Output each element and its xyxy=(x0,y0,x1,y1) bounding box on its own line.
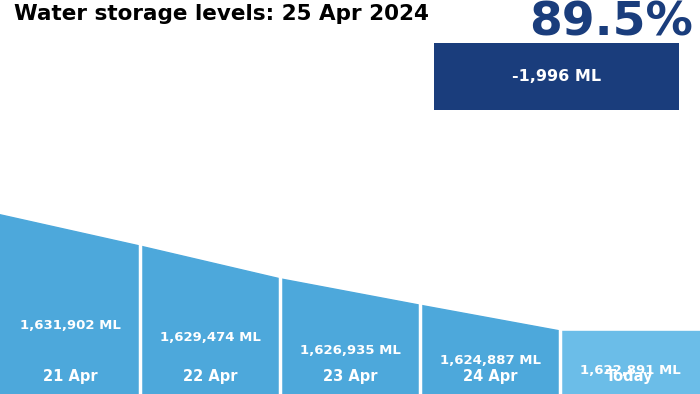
FancyBboxPatch shape xyxy=(417,41,696,113)
Text: 22 Apr: 22 Apr xyxy=(183,370,237,385)
Polygon shape xyxy=(420,305,560,394)
Text: 1,631,902 ML: 1,631,902 ML xyxy=(20,320,120,333)
Text: 1,622,891 ML: 1,622,891 ML xyxy=(580,364,680,377)
Text: 23 Apr: 23 Apr xyxy=(323,370,377,385)
Text: Water storage levels: 25 Apr 2024: Water storage levels: 25 Apr 2024 xyxy=(14,4,429,24)
Polygon shape xyxy=(0,215,140,394)
Text: 24 Apr: 24 Apr xyxy=(463,370,517,385)
Text: 89.5%: 89.5% xyxy=(529,0,693,45)
Polygon shape xyxy=(140,246,280,394)
Text: Today: Today xyxy=(606,370,654,385)
Polygon shape xyxy=(560,331,700,394)
Text: 1,624,887 ML: 1,624,887 ML xyxy=(440,354,540,367)
Text: 1,629,474 ML: 1,629,474 ML xyxy=(160,331,260,344)
Text: -1,996 ML: -1,996 ML xyxy=(512,69,601,84)
Text: 21 Apr: 21 Apr xyxy=(43,370,97,385)
Text: 1,626,935 ML: 1,626,935 ML xyxy=(300,344,400,357)
Polygon shape xyxy=(280,279,420,394)
